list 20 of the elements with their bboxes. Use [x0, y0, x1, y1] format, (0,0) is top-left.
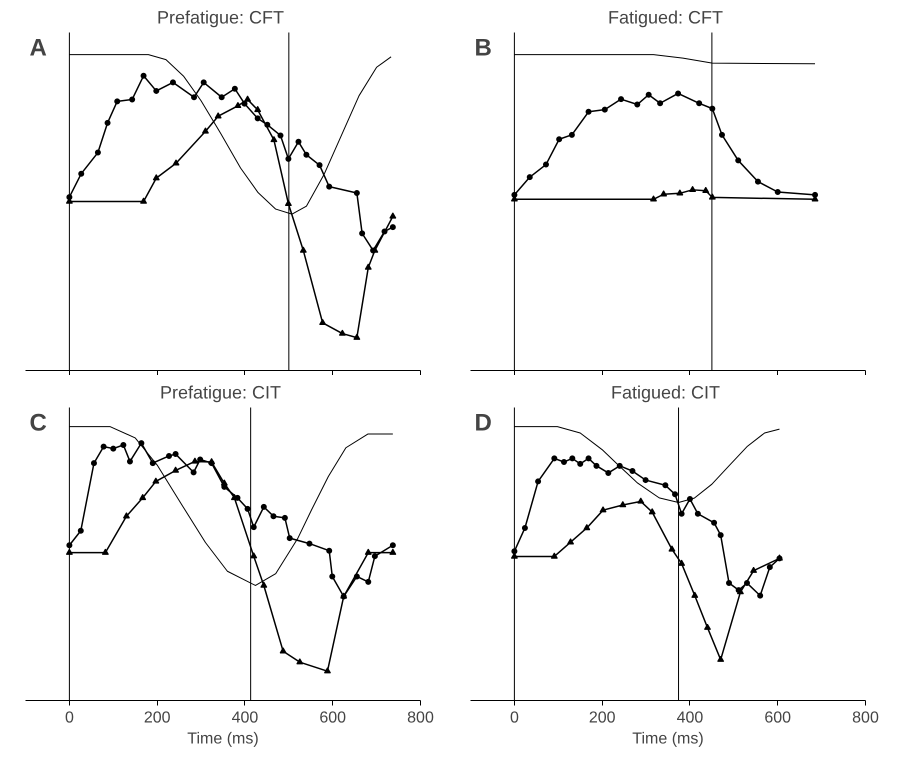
x-tick-label: 600	[319, 710, 346, 726]
x-tick-label: 200	[588, 710, 616, 726]
chart-title: Fatigued: CFT	[608, 8, 724, 28]
x-axis-title: Time (ms)	[632, 730, 704, 748]
annotation: C	[30, 410, 47, 436]
annotation: B	[474, 34, 492, 62]
x-tick-label: 400	[676, 710, 704, 726]
chart-title: Prefatigue: CFT	[156, 8, 284, 28]
x-tick-label: 200	[144, 710, 171, 726]
x-tick-label: 800	[407, 710, 434, 726]
annotation: D	[474, 410, 492, 436]
x-tick-label: 0	[510, 710, 519, 726]
x-tick-label: 800	[852, 710, 879, 726]
annotation: A	[30, 34, 47, 62]
chart-title: Fatigued: CIT	[610, 382, 720, 402]
x-tick-label: 400	[232, 710, 258, 726]
x-tick-label: 0	[64, 710, 74, 726]
x-tick-label: 600	[764, 710, 792, 726]
chart-title: Prefatigue: CIT	[160, 382, 282, 402]
x-axis-title: Time (ms)	[187, 730, 259, 748]
